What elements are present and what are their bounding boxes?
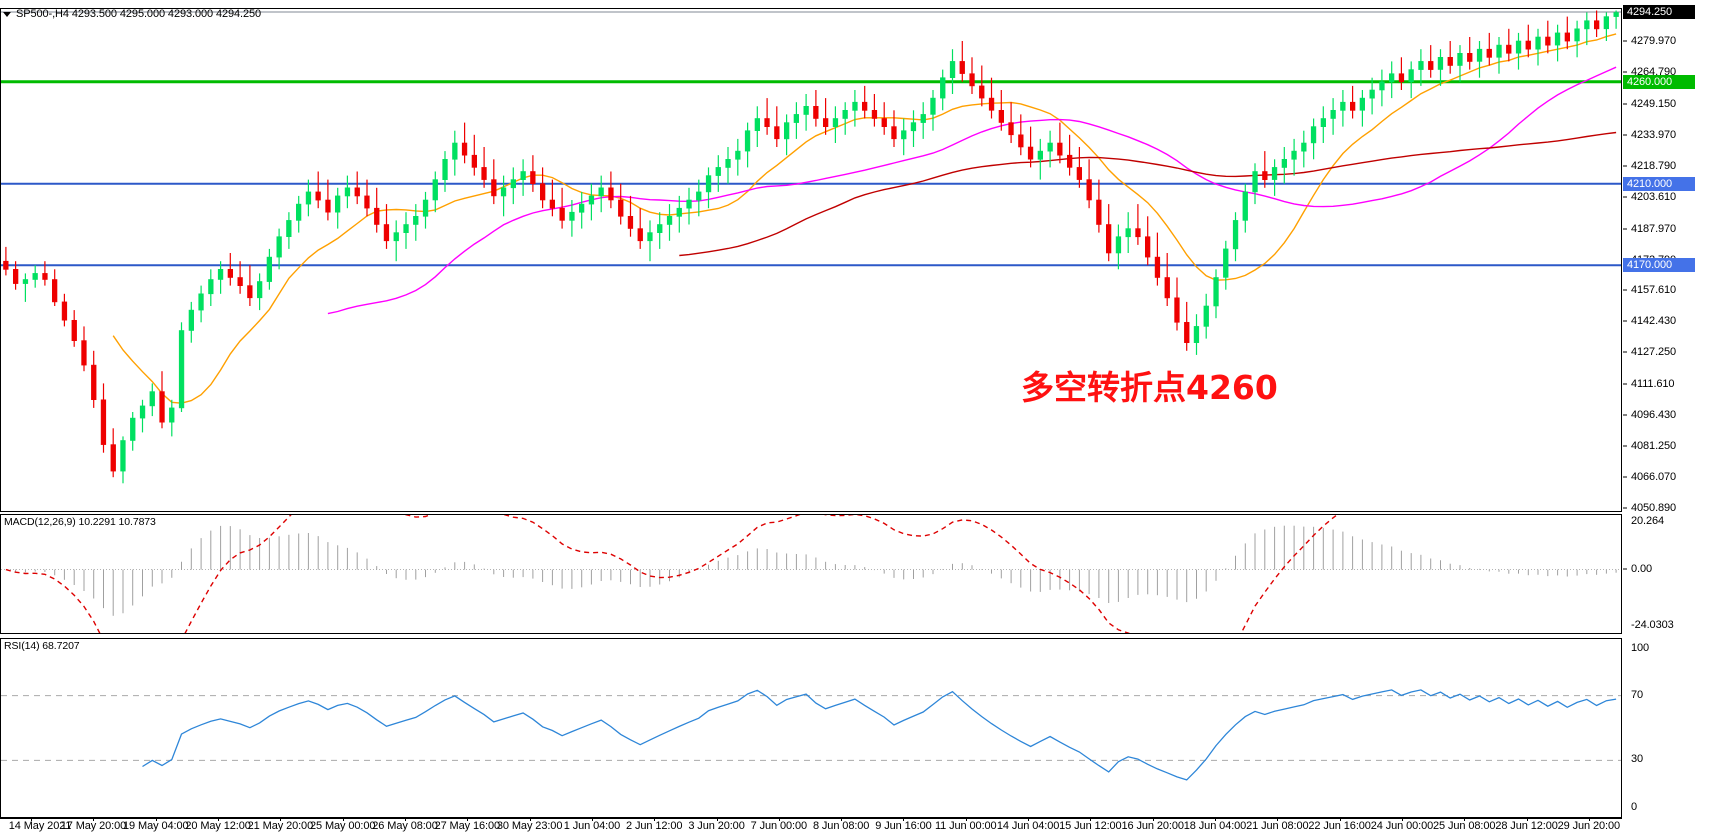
- rsi-series-svg: [1, 689, 1621, 781]
- price-badge[interactable]: 4294.250: [1623, 5, 1695, 19]
- price-axis-tick: 4249.150: [1622, 98, 1676, 110]
- time-axis-mark: [155, 818, 157, 821]
- macd-axis-tick: 20.264: [1631, 515, 1665, 527]
- time-axis-label: 22 Jun 16:00: [1308, 820, 1371, 832]
- rsi-label: RSI(14) 68.7207: [4, 640, 80, 652]
- price-axis-tick: 4142.430: [1622, 315, 1676, 327]
- time-axis-label: 20 May 12:00: [185, 820, 251, 832]
- time-axis-mark: [778, 818, 780, 821]
- time-axis-label: 19 May 04:00: [123, 820, 189, 832]
- rsi-axis-tick: 0: [1631, 801, 1638, 813]
- time-axis-mark: [31, 818, 33, 821]
- price-axis-tick: 4187.970: [1622, 223, 1676, 235]
- time-axis-mark: [1464, 818, 1466, 821]
- price-chart-panel[interactable]: SP500-,H4 4293.500 4295.000 4293.000 429…: [0, 8, 1622, 512]
- rsi-axis[interactable]: 100 70 30 0: [1622, 638, 1729, 818]
- time-axis-line: [0, 818, 1622, 819]
- time-axis-mark: [1401, 818, 1403, 821]
- time-axis-label: 3 Jun 20:00: [688, 820, 745, 832]
- time-axis-label: 17 May 20:00: [60, 820, 127, 832]
- time-axis-mark: [467, 818, 469, 821]
- time-axis-mark: [654, 818, 656, 821]
- price-series-svg: [1, 10, 1621, 484]
- macd-panel[interactable]: MACD(12,26,9) 10.2291 10.7873: [0, 514, 1622, 634]
- chart-header-text: SP500-,H4 4293.500 4295.000 4293.000 429…: [16, 8, 262, 20]
- time-axis-label: 25 Jun 08:00: [1433, 820, 1496, 832]
- rsi-axis-tick: 70: [1631, 688, 1644, 701]
- time-axis-mark: [1526, 818, 1528, 821]
- time-axis-label: 1 Jun 04:00: [563, 820, 621, 832]
- time-axis-label: 28 Jun 12:00: [1495, 820, 1558, 832]
- time-axis[interactable]: 14 May 2021 17 May 20:00 19 May 04:00 20 Ma…: [0, 818, 1622, 840]
- time-axis-label: 9 Jun 16:00: [875, 820, 932, 832]
- price-badge[interactable]: 4260.000: [1623, 74, 1695, 89]
- time-axis-mark: [965, 818, 967, 821]
- time-axis-mark: [903, 818, 905, 821]
- time-axis-label: 8 Jun 08:00: [812, 820, 870, 832]
- macd-label: MACD(12,26,9) 10.2291 10.7873: [4, 516, 156, 528]
- rsi-panel[interactable]: RSI(14) 68.7207: [0, 638, 1622, 818]
- time-axis-mark: [591, 818, 593, 821]
- time-axis-label: 24 Jun 00:00: [1370, 820, 1434, 832]
- time-axis-mark: [1028, 818, 1030, 821]
- time-axis-mark: [93, 818, 95, 821]
- chevron-down-icon[interactable]: [3, 11, 11, 17]
- price-axis-tick: 4233.970: [1622, 129, 1676, 141]
- time-axis-mark: [280, 818, 282, 821]
- time-axis-mark: [1152, 818, 1154, 821]
- price-axis-tick: 4050.890: [1622, 502, 1676, 514]
- price-axis-tick: 4157.610: [1622, 284, 1676, 296]
- price-axis-tick: 4066.070: [1622, 471, 1676, 483]
- chart-header[interactable]: SP500-,H4 4293.500 4295.000 4293.000 429…: [3, 8, 262, 20]
- time-axis-mark: [1090, 818, 1092, 821]
- price-axis[interactable]: 4294.2504279.9704264.7904249.1504233.970…: [1622, 5, 1729, 514]
- rsi-axis-tick: 100: [1631, 642, 1650, 654]
- time-axis-label: 11 Jun 00:00: [934, 820, 997, 832]
- time-axis-label: 2 Jun 12:00: [626, 820, 683, 832]
- time-axis-mark: [218, 818, 220, 821]
- price-axis-tick: 4111.610: [1622, 378, 1675, 390]
- price-badge[interactable]: 4210.000: [1623, 176, 1695, 191]
- macd-series-svg: [1, 515, 1621, 633]
- time-axis-label: 29 Jun 20:00: [1557, 820, 1621, 832]
- time-axis-mark: [405, 818, 406, 821]
- rsi-axis-tick: 30: [1631, 753, 1644, 766]
- time-axis-mark: [529, 818, 531, 821]
- time-axis-mark: [716, 818, 718, 821]
- time-axis-label: 21 Jun 08:00: [1246, 820, 1309, 832]
- price-badge[interactable]: 4170.000: [1623, 258, 1695, 273]
- time-axis-label: 30 May 23:00: [496, 820, 563, 832]
- price-axis-tick: 4127.250: [1622, 346, 1676, 358]
- time-axis-label: 18 Jun 04:00: [1183, 820, 1247, 832]
- time-axis-mark: [1339, 818, 1341, 821]
- macd-axis[interactable]: 20.264 0.00 -24.0303: [1622, 514, 1729, 634]
- time-axis-mark: [1277, 818, 1279, 821]
- price-axis-tick: 4218.790: [1622, 160, 1676, 172]
- time-axis-mark: [342, 818, 344, 821]
- time-axis-label: 27 May 16:00: [434, 820, 501, 832]
- time-axis-label: 7 Jun 00:00: [750, 820, 808, 832]
- price-axis-tick: 4279.970: [1622, 35, 1676, 47]
- price-axis-tick: 4096.430: [1622, 409, 1676, 421]
- time-axis-mark: [841, 818, 843, 821]
- time-axis-label: 26 May 08:00: [372, 820, 438, 832]
- price-axis-tick: 4203.610: [1622, 191, 1676, 203]
- time-axis-label: 15 Jun 12:00: [1059, 820, 1122, 832]
- macd-axis-tick: 0.00: [1622, 563, 1652, 575]
- time-axis-label: 14 May 2021: [8, 820, 72, 832]
- time-axis-mark: [1588, 818, 1590, 821]
- time-axis-label: 16 Jun 20:00: [1121, 820, 1184, 832]
- price-axis-tick: 4081.250: [1622, 440, 1676, 452]
- time-axis-mark: [1215, 818, 1216, 821]
- time-axis-label: 25 May 00:00: [309, 820, 376, 832]
- time-axis-label: 14 Jun 04:00: [996, 820, 1060, 832]
- macd-axis-tick: -24.0303: [1631, 619, 1674, 631]
- time-axis-label: 21 May 20:00: [247, 820, 314, 832]
- chart-annotation: 多空转折点4260: [1021, 368, 1278, 408]
